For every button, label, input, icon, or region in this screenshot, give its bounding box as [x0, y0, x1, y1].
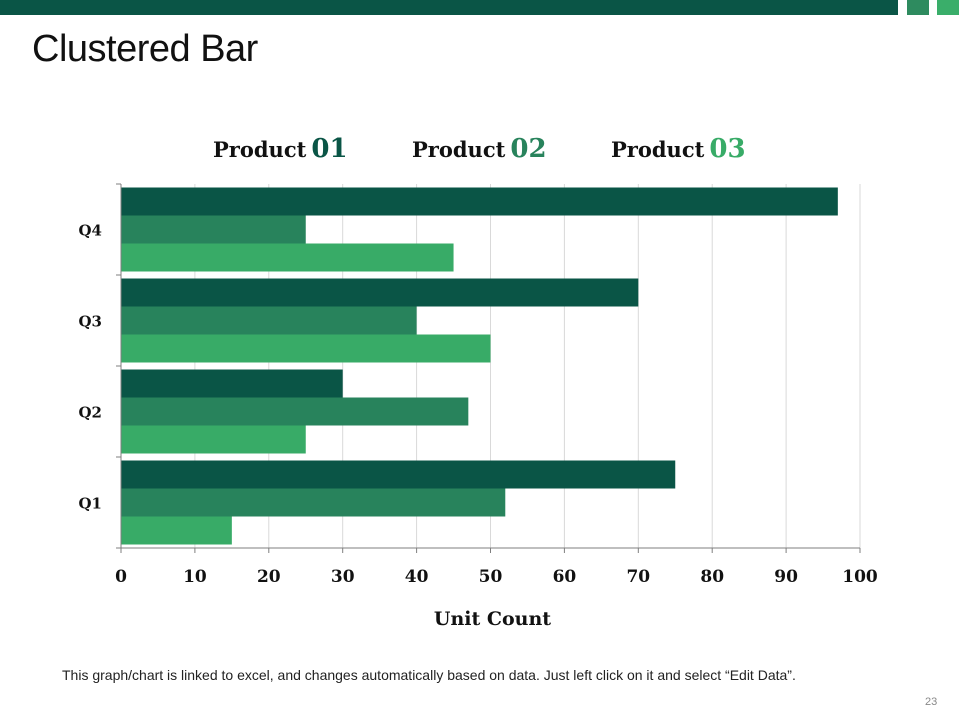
legend-item-product-03: Product 03	[611, 134, 746, 164]
page-number: 23	[925, 696, 938, 708]
x-tick-label: 90	[774, 567, 798, 587]
accent-square-dark	[907, 0, 929, 15]
legend-label: Product	[412, 137, 506, 162]
x-tick-label: 100	[842, 567, 878, 587]
legend-number: 01	[311, 134, 348, 164]
slide-title: Clustered Bar	[32, 28, 258, 70]
bar-q3-product-02	[121, 306, 417, 335]
y-tick-label: Q4	[78, 222, 102, 240]
bar-q2-product-03	[121, 425, 306, 454]
x-tick-label: 60	[553, 567, 577, 587]
bar-q3-product-03	[121, 334, 491, 363]
x-tick-label: 50	[479, 567, 503, 587]
bar-q2-product-01	[121, 369, 343, 398]
x-tick-label: 30	[331, 567, 355, 587]
x-tick-label: 10	[183, 567, 207, 587]
x-axis-title: Unit Count	[434, 608, 551, 630]
top-accent-bar	[0, 0, 898, 15]
legend-number: 03	[709, 134, 746, 164]
bar-q3-product-01	[121, 278, 639, 307]
x-tick-label: 70	[626, 567, 650, 587]
legend-label: Product	[213, 137, 307, 162]
chart-legend: Product 01 Product 02 Product 03	[0, 134, 960, 174]
y-tick-label: Q2	[78, 404, 102, 422]
bar-q4-product-02	[121, 215, 306, 244]
y-tick-label: Q3	[78, 313, 102, 331]
y-tick-label: Q1	[78, 495, 102, 513]
bar-q1-product-02	[121, 488, 506, 517]
legend-label: Product	[611, 137, 705, 162]
x-tick-label: 80	[700, 567, 724, 587]
legend-number: 02	[510, 134, 547, 164]
footnote: This graph/chart is linked to excel, and…	[62, 667, 796, 683]
legend-item-product-02: Product 02	[412, 134, 547, 164]
bar-q4-product-03	[121, 243, 454, 272]
accent-square-light	[937, 0, 959, 15]
bar-q1-product-03	[121, 516, 232, 545]
bar-q1-product-01	[121, 460, 676, 489]
x-tick-label: 0	[115, 567, 127, 587]
clustered-bar-chart: 0 10 20 30 40 50 60 70 80 90 100 Q1 Q2 Q3 Q4 Unit Count	[78, 183, 878, 630]
x-tick-label: 20	[257, 567, 281, 587]
bar-q2-product-02	[121, 397, 469, 426]
x-tick-label: 40	[405, 567, 429, 587]
bar-q4-product-01	[121, 187, 838, 216]
legend-item-product-01: Product 01	[213, 134, 348, 164]
